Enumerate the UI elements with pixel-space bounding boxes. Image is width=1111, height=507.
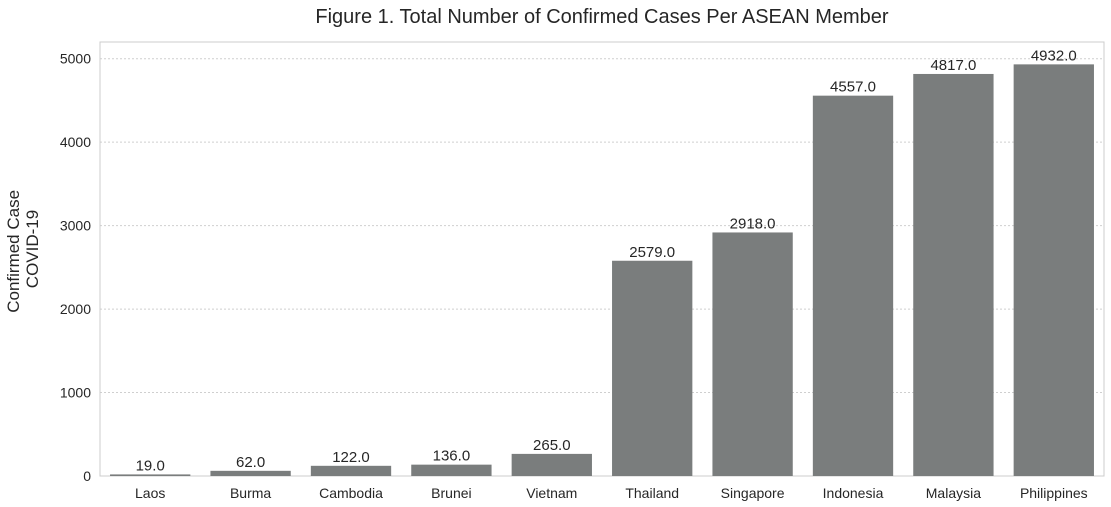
y-axis-title-line-1: Confirmed Case [4, 190, 23, 313]
bar-malaysia [913, 73, 994, 477]
bars [110, 64, 1094, 477]
y-axis: 0 1000 2000 3000 4000 5000 [60, 51, 91, 484]
data-label: 265.0 [533, 437, 571, 454]
x-axis: Laos Burma Cambodia Brunei Vietnam Thailand Si… [135, 485, 1088, 501]
data-label: 122.0 [332, 449, 370, 466]
bar-vietnam [511, 453, 592, 476]
chart-title: Figure 1. Total Number of Confirmed Case… [315, 6, 889, 28]
bar-cambodia [310, 465, 392, 476]
plot-frame [99, 41, 1105, 477]
x-tick-label: Burma [230, 485, 271, 501]
x-tick-label: Indonesia [823, 485, 884, 501]
data-label: 4557.0 [830, 79, 876, 96]
y-tick-label: 1000 [60, 385, 91, 401]
data-label: 62.0 [236, 454, 265, 471]
bar-philippines [1013, 64, 1094, 477]
data-labels: 19.0 62.0 122.0 136.0 265.0 2579.0 2918.0 4557.… [136, 47, 1077, 474]
bar-laos [110, 474, 191, 476]
y-tick-label: 2000 [60, 301, 91, 317]
y-axis-title: Confirmed Case COVID-19 [4, 185, 42, 313]
bar-singapore [712, 232, 793, 476]
x-tick-label: Vietnam [526, 485, 577, 501]
data-label: 2918.0 [730, 215, 776, 232]
bar-thailand [612, 260, 693, 476]
data-label: 136.0 [433, 448, 471, 465]
data-label: 4932.0 [1031, 47, 1077, 64]
bar-brunei [411, 464, 492, 476]
y-axis-title-line-2: COVID-19 [23, 210, 42, 288]
x-tick-label: Singapore [721, 485, 785, 501]
x-tick-label: Laos [135, 485, 165, 501]
x-tick-label: Philippines [1020, 485, 1088, 501]
x-tick-label: Thailand [625, 485, 679, 501]
bar-burma [210, 470, 291, 476]
y-tick-label: 3000 [60, 218, 91, 234]
y-tick-label: 0 [83, 468, 91, 484]
x-tick-label: Brunei [431, 485, 471, 501]
data-label: 2579.0 [629, 244, 675, 261]
y-tick-label: 5000 [60, 51, 91, 67]
data-label: 19.0 [136, 457, 165, 474]
data-label: 4817.0 [930, 57, 976, 74]
x-tick-label: Cambodia [319, 485, 383, 501]
bar-indonesia [812, 95, 894, 476]
y-tick-label: 4000 [60, 134, 91, 150]
x-tick-label: Malaysia [926, 485, 981, 501]
